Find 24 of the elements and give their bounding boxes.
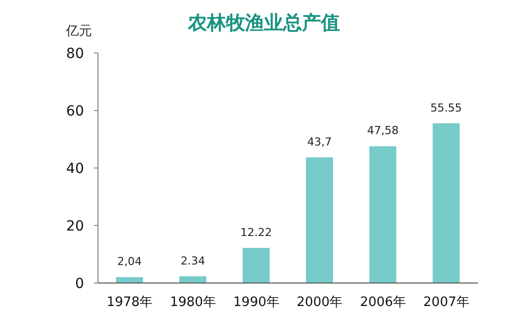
x-tick-label: 2006年 [360,295,406,310]
y-tick-label: 60 [66,103,84,120]
data-label: 2.34 [180,254,206,268]
y-axis-title: 亿元 [66,23,92,40]
data-label: 47,58 [367,124,399,138]
data-label: 55.55 [430,101,462,114]
chart-title: 农林牧渔业总产值 [188,12,340,34]
x-tick-label: 1980年 [170,295,216,310]
x-tick-label: 2000年 [296,295,343,310]
y-tick-label: 0 [75,276,84,292]
y-tick-label: 80 [66,46,84,62]
y-tick-label: 20 [66,218,84,234]
bar [369,146,396,283]
data-label: 2,04 [117,255,142,268]
x-tick-label: 2007年 [423,295,470,310]
x-tick-label: 1978年 [106,295,153,310]
data-label: 43,7 [307,135,332,148]
bar [242,248,270,283]
bar [432,123,460,283]
x-tick-label: 1990年 [233,295,280,310]
bar [306,157,333,283]
bar [116,277,143,283]
y-tick-label: 40 [66,160,84,177]
data-label: 12.22 [240,226,272,239]
